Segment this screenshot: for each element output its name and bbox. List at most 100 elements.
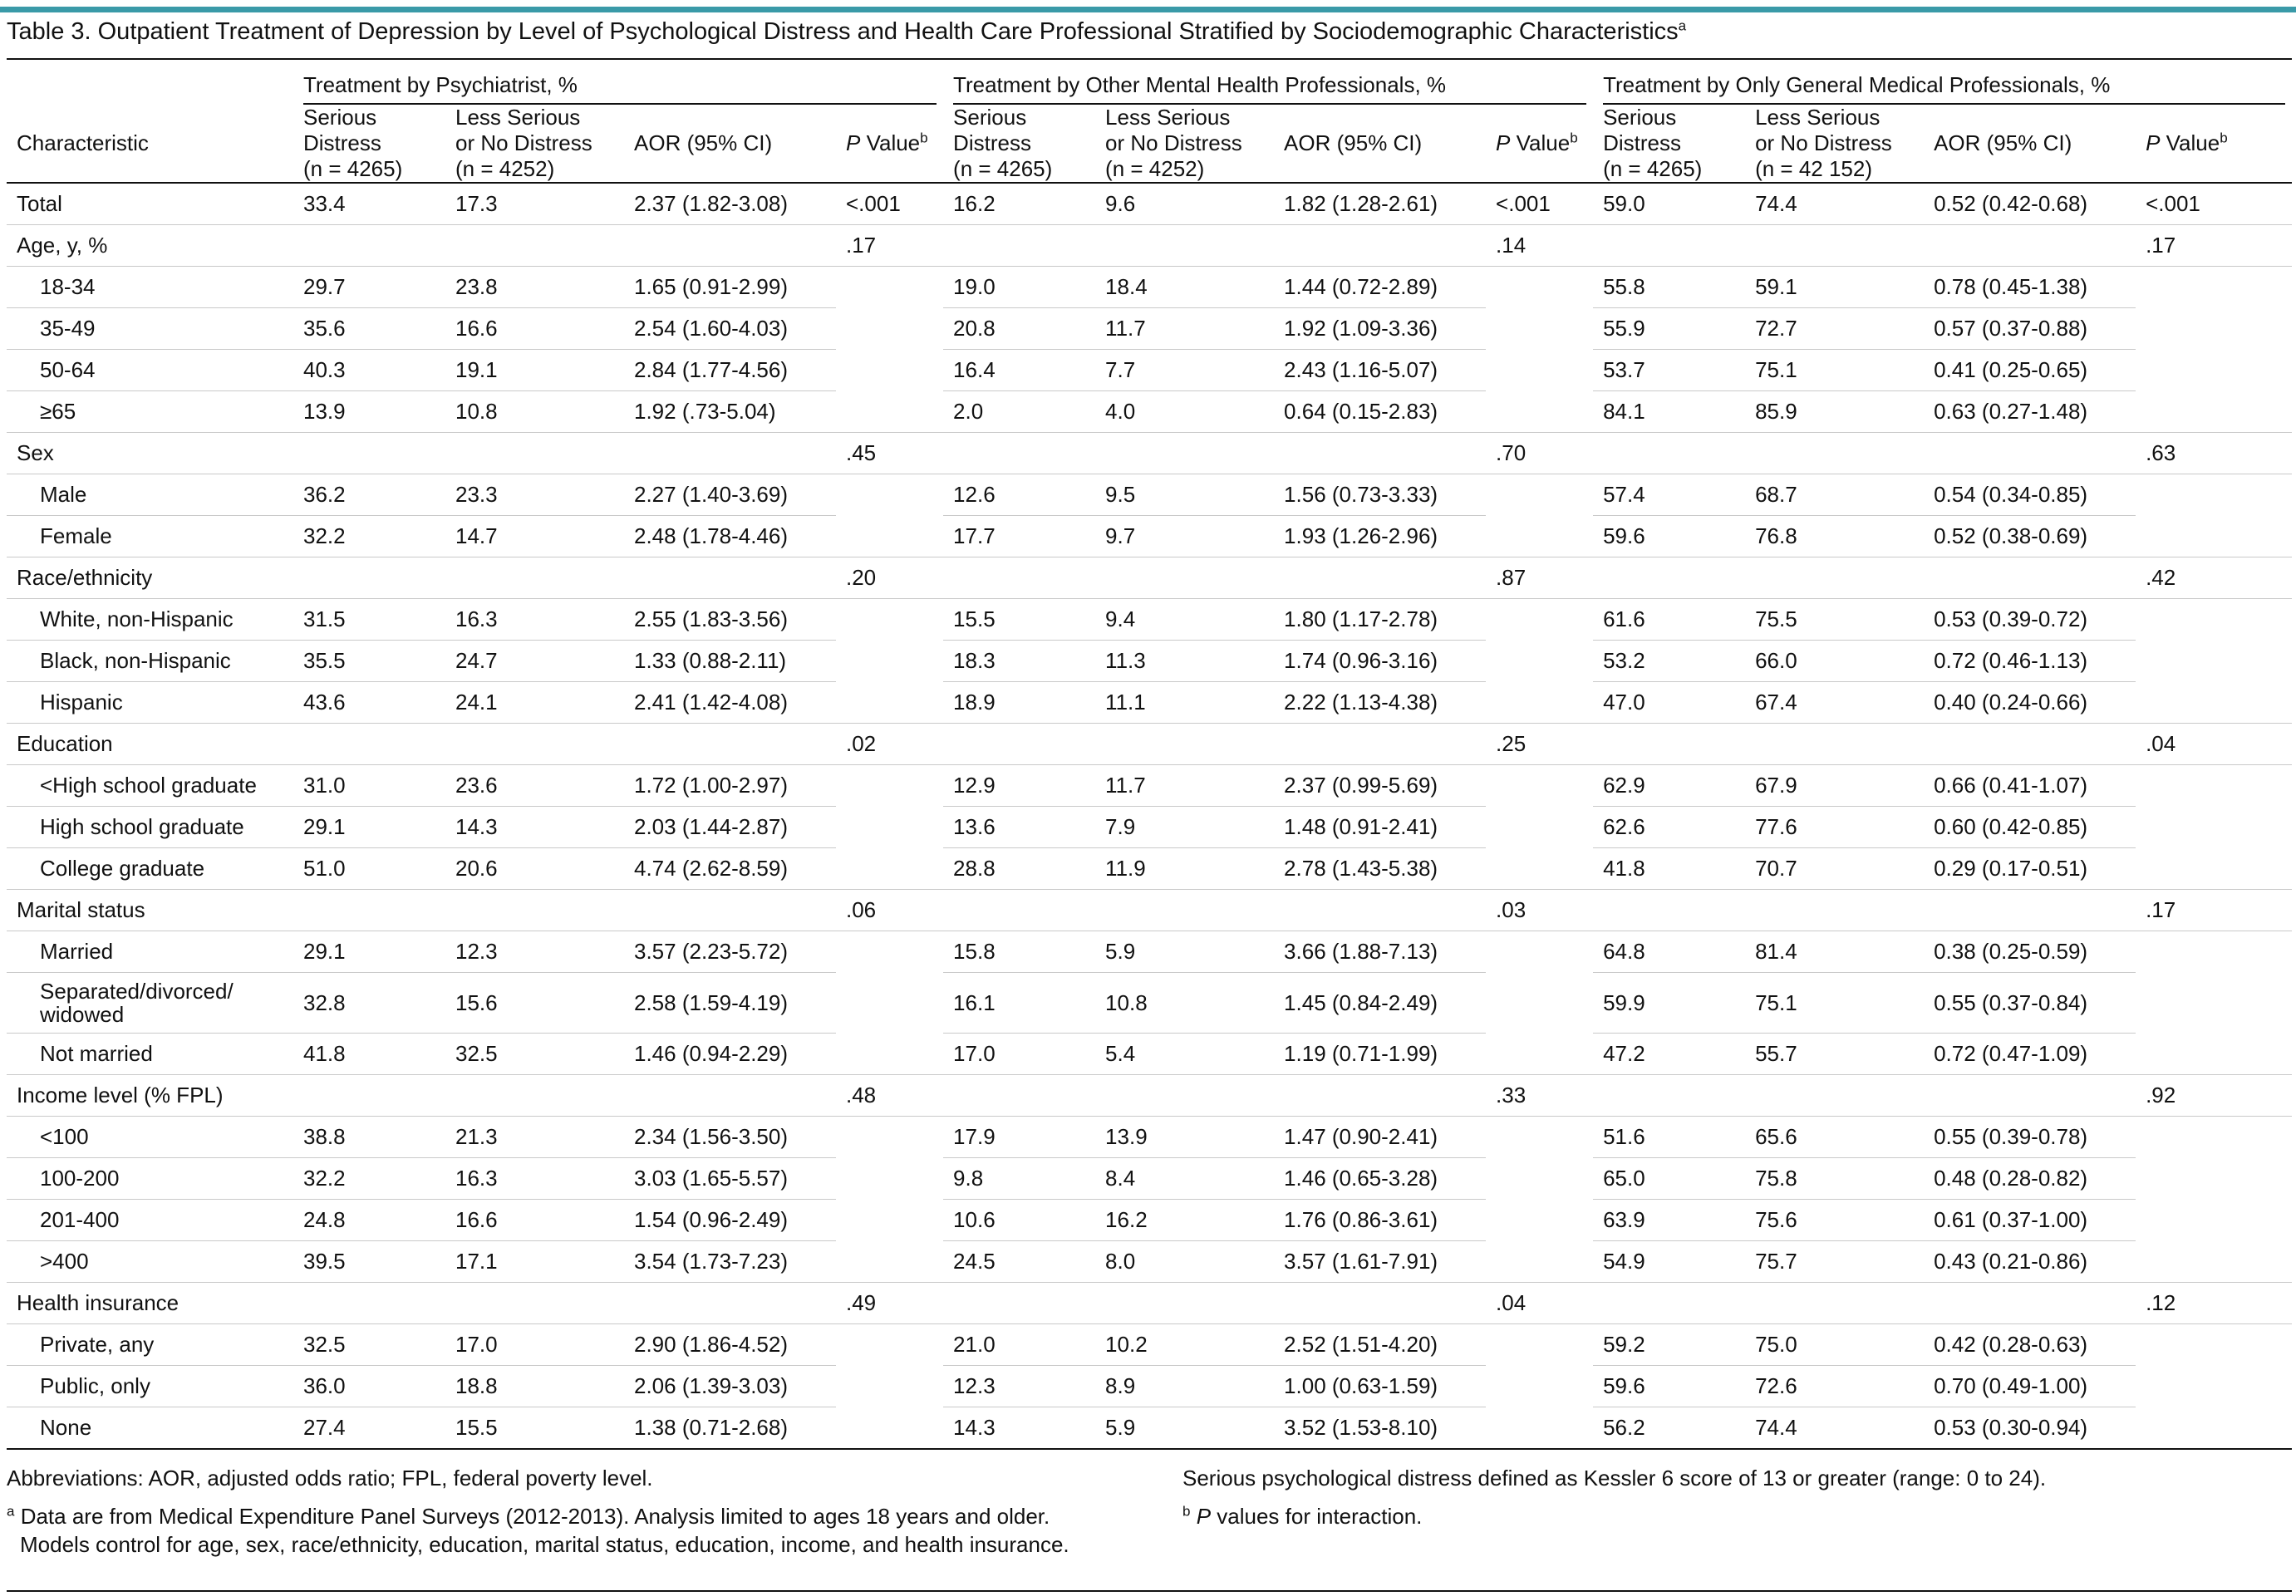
cell-g3-serious: 64.8: [1593, 931, 1746, 973]
cell-g3-less: 66.0: [1745, 640, 1925, 682]
group-header-general-medical-label: Treatment by Only General Medical Profes…: [1603, 72, 2286, 105]
cell-g1-p-empty: [836, 765, 943, 807]
cell-g2-p-empty: [1486, 308, 1593, 350]
top-accent-bar: [0, 7, 2296, 12]
cell-g1-p-empty: [836, 1407, 944, 1450]
cell-g3-less: 75.1: [1745, 349, 1925, 391]
cell-blank: [293, 1282, 445, 1324]
cell-g3-serious: 84.1: [1593, 390, 1746, 433]
cell-g2-p-empty: [1486, 973, 1593, 1034]
cell-g1-p: .45: [836, 432, 944, 474]
cell-g3-serious: 41.8: [1593, 847, 1746, 890]
col-g1-p: P Valueb: [836, 105, 944, 184]
cell-g1-p-empty: [836, 1366, 943, 1407]
cell-g3-aor: 0.60 (0.42-0.85): [1924, 806, 2136, 848]
cell-g2-aor: 1.92 (1.09-3.36): [1274, 307, 1487, 350]
title-rule: [7, 58, 2292, 60]
cell-g3-aor: 0.57 (0.37-0.88): [1924, 307, 2136, 350]
cell-g1-serious: 24.8: [293, 1199, 445, 1241]
cell-blank: [1745, 224, 1925, 267]
cell-g3-aor: 0.78 (0.45-1.38): [1924, 266, 2136, 308]
cell-g3-serious: 59.6: [1593, 1365, 1746, 1407]
cell-g2-serious: 15.8: [943, 931, 1096, 973]
cell-g3-p: .17: [2136, 889, 2293, 931]
row-label: High school graduate: [7, 806, 293, 848]
cell-g2-p: .14: [1486, 224, 1594, 267]
cell-g1-p-empty: [836, 350, 943, 391]
cell-g3-aor: 0.52 (0.42-0.68): [1924, 183, 2136, 225]
cell-g1-serious: 36.2: [293, 474, 445, 516]
cell-g2-less: 11.7: [1095, 764, 1275, 807]
cell-g2-aor: 2.78 (1.43-5.38): [1274, 847, 1487, 890]
cell-g2-serious: 12.6: [943, 474, 1096, 516]
cell-g2-p-empty: [1486, 765, 1593, 807]
cell-g2-aor: 3.57 (1.61-7.91): [1274, 1240, 1487, 1283]
cell-g3-less: 81.4: [1745, 931, 1925, 973]
cell-g1-less: 19.1: [445, 349, 624, 391]
row-label: Black, non-Hispanic: [7, 640, 293, 682]
cell-blank: [1745, 557, 1925, 599]
cell-g3-serious: 62.9: [1593, 764, 1746, 807]
cell-g1-p-empty: [836, 1033, 944, 1075]
cell-g1-less: 14.3: [445, 806, 624, 848]
cell-g1-aor: 2.03 (1.44-2.87): [624, 806, 836, 848]
cell-g3-aor: 0.53 (0.30-0.94): [1924, 1407, 2136, 1450]
cell-g3-p-empty: [2136, 1117, 2292, 1158]
cell-g3-aor: 0.72 (0.46-1.13): [1924, 640, 2136, 682]
cell-g1-p: .17: [836, 224, 944, 267]
cell-g2-less: 5.9: [1095, 931, 1275, 973]
cell-g2-aor: 1.47 (0.90-2.41): [1274, 1116, 1487, 1158]
cell-blank: [1924, 432, 2136, 474]
cell-g2-aor: 1.44 (0.72-2.89): [1274, 266, 1487, 308]
cell-g3-aor: 0.55 (0.39-0.78): [1924, 1116, 2136, 1158]
row-label: 201-400: [7, 1199, 293, 1241]
cell-g2-less: 5.9: [1095, 1407, 1275, 1450]
cell-g2-p-empty: [1486, 807, 1593, 848]
cell-blank: [1593, 889, 1746, 931]
cell-g3-serious: 59.6: [1593, 515, 1746, 557]
cell-g3-less: 68.7: [1745, 474, 1925, 516]
row-label: >400: [7, 1240, 293, 1283]
cell-g2-less: 11.3: [1095, 640, 1275, 682]
cell-g2-serious: 18.3: [943, 640, 1096, 682]
cell-blank: [1745, 432, 1925, 474]
cell-g1-less: 23.3: [445, 474, 624, 516]
cell-g1-p-empty: [836, 515, 944, 557]
cell-g3-serious: 55.9: [1593, 307, 1746, 350]
cell-g3-less: 77.6: [1745, 806, 1925, 848]
cell-blank: [1924, 1074, 2136, 1117]
cell-g2-p-empty: [1486, 1158, 1593, 1200]
col-g3-p: P Valueb: [2136, 105, 2293, 184]
footnote-b: b P values for interaction.: [1182, 1503, 1423, 1529]
cell-g2-serious: 20.8: [943, 307, 1096, 350]
cell-blank: [445, 1074, 624, 1117]
col-g2-aor: AOR (95% CI): [1274, 105, 1487, 184]
cell-g3-less: 75.5: [1745, 598, 1925, 641]
cell-g3-less: 75.7: [1745, 1240, 1925, 1283]
cell-g2-p-empty: [1486, 681, 1594, 724]
cell-g1-serious: 36.0: [293, 1365, 445, 1407]
cell-g1-serious: 33.4: [293, 183, 445, 225]
cell-g3-p-empty: [2136, 1033, 2293, 1075]
category-row: Race/ethnicity .20 .87 .42: [7, 557, 2293, 599]
table-row: Not married 41.8 32.5 1.46 (0.94-2.29) 17.0 5…: [7, 1033, 2293, 1075]
cell-g2-p-empty: [1486, 1366, 1593, 1407]
cell-g1-serious: 41.8: [293, 1033, 445, 1075]
cell-g2-aor: 2.52 (1.51-4.20): [1274, 1323, 1487, 1366]
cell-g2-p: <.001: [1486, 183, 1594, 225]
cell-g3-aor: 0.70 (0.49-1.00): [1924, 1365, 2136, 1407]
col-g1-serious: Serious Distress (n = 4265): [293, 105, 445, 184]
row-label: 50-64: [7, 349, 293, 391]
cell-g3-p-empty: [2136, 681, 2293, 724]
cell-g1-p-empty: [836, 1158, 943, 1200]
cell-g1-p-empty: [836, 931, 943, 973]
cell-g3-p-empty: [2136, 474, 2292, 516]
cell-g3-serious: 53.2: [1593, 640, 1746, 682]
cell-blank: [1274, 723, 1487, 765]
group-header-row: Treatment by Psychiatrist, % Treatment b…: [7, 71, 2292, 105]
cell-g3-less: 59.1: [1745, 266, 1925, 308]
cell-g1-less: 17.3: [445, 183, 624, 225]
serious-distress-definition: Serious psychological distress defined a…: [1182, 1466, 2047, 1490]
cell-blank: [624, 432, 836, 474]
cell-g1-p-empty: [836, 1200, 943, 1241]
